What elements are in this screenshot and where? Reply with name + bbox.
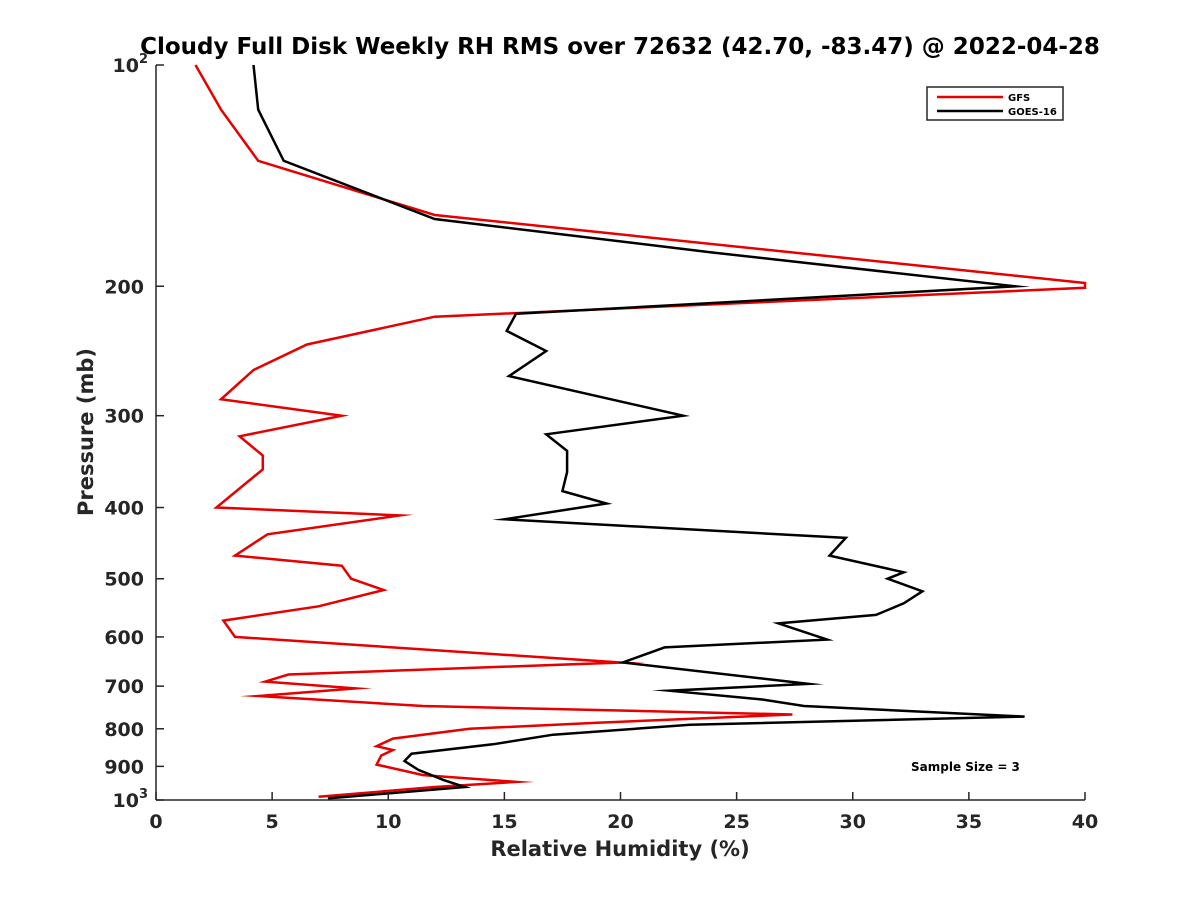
x-tick-label: 25 bbox=[723, 811, 749, 833]
x-ticks: 0 5 10 15 20 25 30 35 40 bbox=[149, 792, 1098, 833]
y-tick-label: 300 bbox=[104, 406, 144, 428]
x-tick-label: 0 bbox=[149, 811, 162, 833]
series-line-gfs bbox=[194, 64, 1087, 799]
legend-label-goes16: GOES-16 bbox=[1008, 107, 1057, 118]
y-tick-label: 200 bbox=[104, 276, 144, 298]
legend-label-gfs: GFS bbox=[1008, 93, 1030, 104]
x-tick-label: 5 bbox=[266, 811, 279, 833]
series-line-goes16 bbox=[252, 64, 1031, 800]
x-tick-label: 40 bbox=[1072, 811, 1098, 833]
y-tick-label: 800 bbox=[104, 719, 144, 741]
x-tick-label: 35 bbox=[956, 811, 982, 833]
y-tick-label: 600 bbox=[104, 627, 144, 649]
legend: GFS GOES-16 bbox=[926, 86, 1064, 121]
legend-box bbox=[926, 86, 1064, 121]
x-tick-label: 10 bbox=[375, 811, 401, 833]
sample-size-annotation: Sample Size = 3 bbox=[911, 760, 1020, 774]
y-tick-label: 400 bbox=[104, 498, 144, 520]
y-tick-label: 900 bbox=[104, 756, 144, 778]
y-tick-label: 700 bbox=[104, 676, 144, 698]
y-axis-label: Pressure (mb) bbox=[74, 348, 98, 516]
y-tick-label: 102 bbox=[113, 52, 149, 77]
plot-area: 0 5 10 15 20 25 30 35 40 102 200 300 400 500 600 700 80… bbox=[104, 52, 1098, 833]
series-layer bbox=[194, 64, 1087, 800]
x-tick-label: 15 bbox=[491, 811, 517, 833]
x-tick-label: 20 bbox=[607, 811, 633, 833]
y-tick-label: 500 bbox=[104, 569, 144, 591]
x-tick-label: 30 bbox=[840, 811, 866, 833]
x-axis-label: Relative Humidity (%) bbox=[490, 837, 749, 861]
chart-title: Cloudy Full Disk Weekly RH RMS over 7263… bbox=[140, 34, 1100, 60]
